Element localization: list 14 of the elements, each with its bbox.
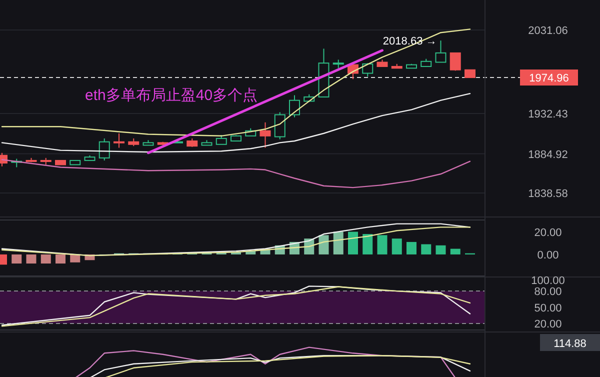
y-tick-label: 2031.06 [528,25,568,38]
y-tick-label: 1838.58 [528,188,568,200]
y-tick-label: 50.00 [534,302,562,314]
text: 114.88 [554,338,586,350]
y-tick-label: 20.00 [534,226,562,239]
annotation: eth多单布局止盈40多个点 [85,87,258,104]
ref-line-label: 1974.96 [529,72,569,85]
annotation: 2018.63 → [382,36,437,48]
y-tick-label: 20.00 [534,318,562,331]
y-tick-label: 100.00 [531,275,565,288]
y-tick-label: 0.00 [537,249,559,262]
y-tick-label: 1932.43 [528,108,568,121]
y-tick-label: 1884.92 [528,148,568,161]
y-tick-label: 80.00 [534,286,562,298]
